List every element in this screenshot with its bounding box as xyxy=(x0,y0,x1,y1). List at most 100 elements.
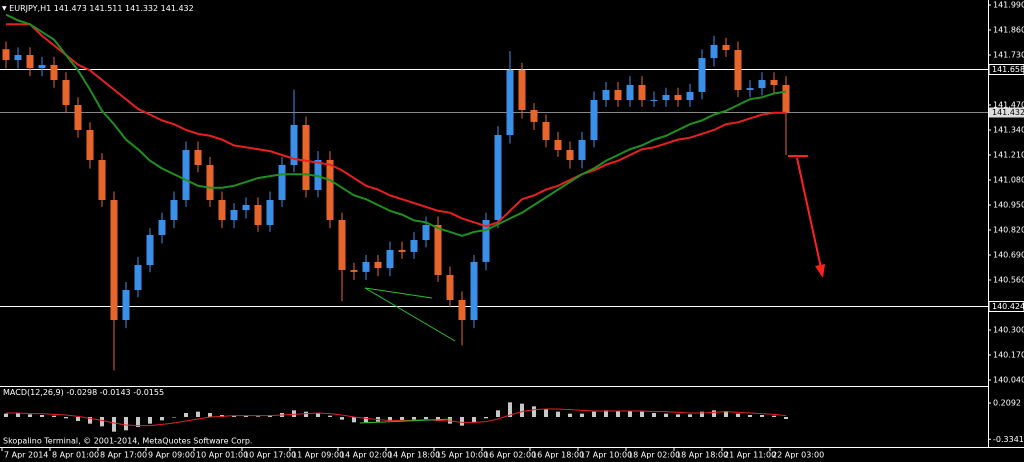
candle-body xyxy=(290,125,298,165)
last-price-label: 141.432 xyxy=(992,108,1024,117)
candle-body xyxy=(446,275,454,300)
macd-bar xyxy=(52,415,56,417)
macd-bar xyxy=(388,417,392,421)
candle-body xyxy=(650,100,658,101)
arrow-shaft xyxy=(796,157,822,269)
candle-body xyxy=(278,165,286,200)
moving-average xyxy=(6,23,786,228)
candle-body xyxy=(170,200,178,220)
macd-bar xyxy=(532,406,536,417)
candle-body xyxy=(602,90,610,100)
macd-bar xyxy=(412,417,416,420)
x-tick-label: 21 Apr 11:00 xyxy=(724,451,776,460)
candle-body xyxy=(674,95,682,100)
candle-body xyxy=(2,49,10,60)
x-tick-label: 7 Apr 2014 xyxy=(4,451,48,460)
macd-bar xyxy=(424,417,428,419)
macd-bar xyxy=(292,410,296,417)
y-tick-label: 140.040 xyxy=(993,376,1024,385)
trend-line xyxy=(364,287,433,299)
y-tick-label: 141.210 xyxy=(993,151,1024,160)
candle-body xyxy=(770,80,778,85)
candle-body xyxy=(254,205,262,225)
y-tick-label: 141.730 xyxy=(993,51,1024,60)
macd-readout: -0.0298 xyxy=(66,388,97,397)
candle-body xyxy=(410,240,418,252)
macd-bar xyxy=(520,403,524,417)
macd-bar xyxy=(172,417,176,418)
symbol: EURJPY,H1 xyxy=(9,4,51,13)
candle-body xyxy=(494,135,502,220)
macd-bar xyxy=(712,410,716,417)
macd-bar xyxy=(232,415,236,417)
macd-bar xyxy=(436,417,440,421)
candle-body xyxy=(470,261,478,320)
candle-body xyxy=(134,265,142,290)
macd-bar xyxy=(664,413,668,417)
candle-body xyxy=(686,91,694,100)
candle-body xyxy=(782,85,790,113)
macd-bar xyxy=(40,415,44,417)
candle-body xyxy=(434,225,442,275)
candle-body xyxy=(506,70,514,135)
macd-bar xyxy=(64,417,68,419)
candle-body xyxy=(554,140,562,150)
candle-body xyxy=(86,130,94,160)
macd-bar xyxy=(628,411,632,417)
macd-tick-label: -0.3341 xyxy=(993,435,1024,444)
candle-body xyxy=(26,55,34,69)
macd-bar xyxy=(724,411,728,417)
macd-bar xyxy=(508,402,512,417)
macd-bar xyxy=(460,417,464,426)
macd-trend-line xyxy=(359,418,453,424)
candle-body xyxy=(386,250,394,269)
candle-body xyxy=(758,80,766,89)
x-tick-label: 17 Apr 10:00 xyxy=(580,451,632,460)
candle-body xyxy=(266,200,274,225)
candle-body xyxy=(638,85,646,100)
x-tick-label: 22 Apr 03:00 xyxy=(772,451,824,460)
macd-readout: -0.0155 xyxy=(133,388,164,397)
macd-bar xyxy=(148,417,152,424)
macd-readout: -0.0143 xyxy=(100,388,131,397)
macd-bar xyxy=(76,417,80,421)
candle-body xyxy=(74,105,82,130)
candle-body xyxy=(314,160,322,190)
x-tick-label: 14 Apr 02:00 xyxy=(340,451,392,460)
candle-body xyxy=(62,80,70,105)
candle-body xyxy=(614,90,622,100)
macd-bar xyxy=(160,417,164,421)
level-label-box xyxy=(988,301,1024,312)
x-tick-label: 15 Apr 10:00 xyxy=(436,451,488,460)
macd-bar xyxy=(556,411,560,417)
macd-bar xyxy=(316,413,320,417)
candle-body xyxy=(242,205,250,210)
macd-bar xyxy=(580,413,584,417)
candle-body xyxy=(326,160,334,220)
macd-bar xyxy=(256,416,260,417)
candle-body xyxy=(662,95,670,100)
candle-body xyxy=(38,65,46,69)
candle-body xyxy=(146,235,154,265)
trend-line xyxy=(364,287,456,342)
y-tick-label: 140.560 xyxy=(993,276,1024,285)
candle-body xyxy=(722,45,730,50)
level-label: 140.424 xyxy=(992,302,1024,311)
macd-bar xyxy=(208,413,212,417)
candle-body xyxy=(110,200,118,320)
macd-bar xyxy=(184,413,188,417)
macd-bar xyxy=(676,414,680,417)
candle-body xyxy=(698,58,706,92)
candle-body xyxy=(530,110,538,122)
candle-body xyxy=(182,150,190,200)
candle-body xyxy=(194,150,202,165)
candle-body xyxy=(98,160,106,200)
y-tick-label: 140.170 xyxy=(993,351,1024,360)
candle-body xyxy=(482,220,490,262)
header-icon: ▼ xyxy=(2,5,7,12)
macd-bar xyxy=(784,417,788,419)
macd-bar xyxy=(4,413,8,417)
